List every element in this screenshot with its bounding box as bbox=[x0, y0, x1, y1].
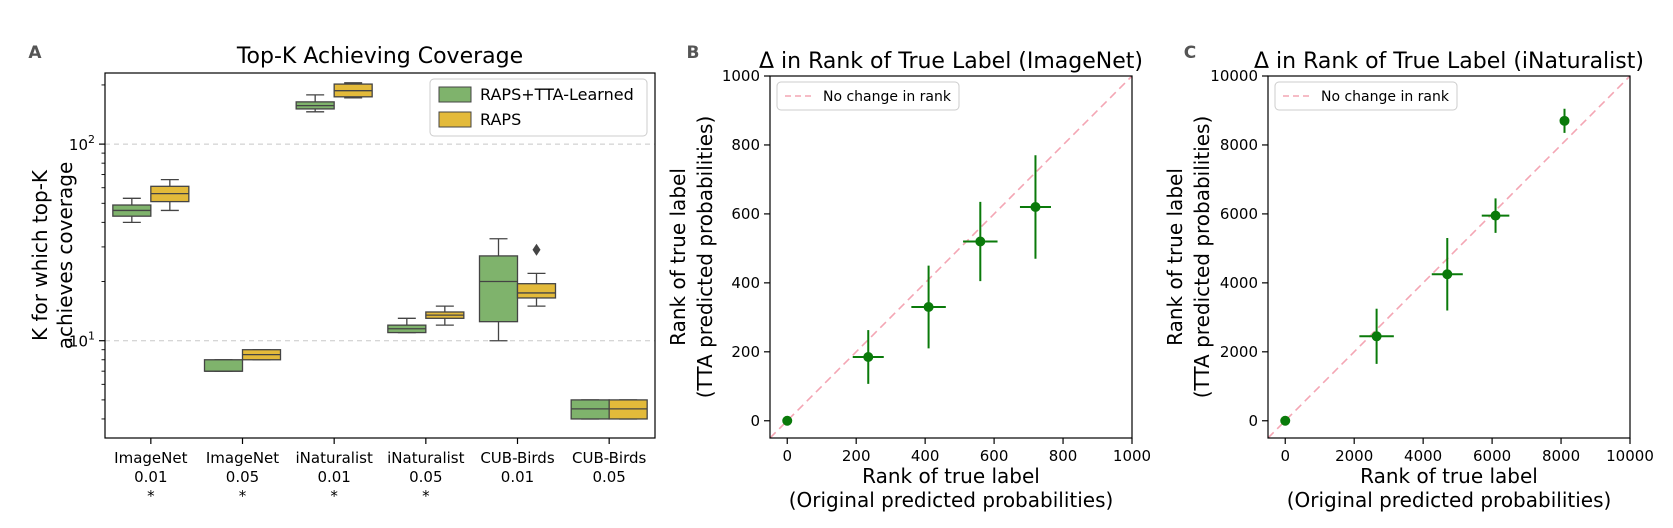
plot-frame-b bbox=[769, 75, 1133, 439]
x-tick-label: 2000 bbox=[1335, 447, 1373, 465]
legend-label: RAPS bbox=[480, 110, 521, 129]
y-tick-label: 10000 bbox=[1210, 67, 1258, 85]
y-tick-label: 400 bbox=[731, 274, 760, 292]
x-tick-dataset: CUB-Birds bbox=[480, 449, 555, 467]
y-tick-label: 0 bbox=[1248, 412, 1258, 430]
y-tick-label: 200 bbox=[731, 343, 760, 361]
data-point bbox=[782, 415, 793, 426]
y-axis-label-line1: Rank of true label bbox=[666, 168, 690, 346]
legend-box bbox=[776, 81, 960, 111]
x-axis-label-line2: (Original predicted probabilities) bbox=[1287, 488, 1612, 512]
x-tick-dataset: ImageNet bbox=[206, 449, 279, 467]
data-point bbox=[1559, 115, 1570, 126]
chart-title-a: Top-K Achieving Coverage bbox=[236, 44, 523, 69]
y-tick-label: 2000 bbox=[1220, 343, 1258, 361]
data-point bbox=[1442, 269, 1453, 280]
panel-letter-b: B bbox=[687, 43, 700, 63]
y-tick-exponent: 2 bbox=[88, 133, 95, 146]
outlier-marker bbox=[532, 243, 541, 256]
significance-marker: * bbox=[239, 487, 247, 505]
x-tick-alpha: 0.01 bbox=[134, 468, 167, 486]
data-point bbox=[1280, 415, 1291, 426]
plot-frame-a bbox=[104, 72, 656, 439]
legend-box bbox=[1274, 81, 1458, 111]
y-axis-label-line1: K for which top-K bbox=[28, 169, 52, 341]
y-tick-label: 102 bbox=[69, 133, 95, 154]
x-tick-label: 6000 bbox=[1473, 447, 1511, 465]
y-tick-label: 600 bbox=[731, 205, 760, 223]
y-axis-label-line2: (TTA predicted probabilities) bbox=[1190, 116, 1214, 399]
legend-label: No change in rank bbox=[1321, 89, 1450, 105]
legend-label: RAPS+TTA-Learned bbox=[480, 85, 634, 104]
y-tick-label: 8000 bbox=[1220, 136, 1258, 154]
x-tick-label: 600 bbox=[980, 447, 1009, 465]
x-tick-dataset: CUB-Birds bbox=[572, 449, 647, 467]
x-tick-dataset: iNaturalist bbox=[295, 449, 372, 467]
x-tick-label: 800 bbox=[1049, 447, 1078, 465]
panel-letter-a: A bbox=[28, 43, 42, 63]
x-axis-label-line2: (Original predicted probabilities) bbox=[789, 488, 1114, 512]
x-tick-alpha: 0.05 bbox=[409, 468, 442, 486]
y-tick-label: 4000 bbox=[1220, 274, 1258, 292]
legend-box bbox=[429, 78, 648, 137]
significance-marker: * bbox=[147, 487, 155, 505]
chart-title-c: Δ in Rank of True Label (iNaturalist) bbox=[1254, 49, 1644, 74]
x-tick-alpha: 0.01 bbox=[317, 468, 350, 486]
x-tick-label: 1000 bbox=[1113, 447, 1151, 465]
panel-b: B Δ in Rank of True Label (ImageNet) 0 200 4… bbox=[666, 43, 1151, 512]
significance-marker: * bbox=[330, 487, 338, 505]
reference-line bbox=[769, 75, 1133, 439]
box-body bbox=[478, 255, 519, 323]
data-point bbox=[863, 351, 874, 362]
legend-label: No change in rank bbox=[823, 89, 952, 105]
y-axis-label-line2: (TTA predicted probabilities) bbox=[693, 116, 717, 399]
chart-title-b: Δ in Rank of True Label (ImageNet) bbox=[759, 49, 1143, 74]
x-tick-label: 0 bbox=[782, 447, 792, 465]
x-tick-label: 4000 bbox=[1404, 447, 1442, 465]
x-axis-label-line1: Rank of true label bbox=[1360, 464, 1538, 488]
y-tick-label: 800 bbox=[731, 136, 760, 154]
reference-line bbox=[1267, 75, 1631, 439]
x-tick-label: 0 bbox=[1280, 447, 1290, 465]
x-tick-label: 400 bbox=[911, 447, 940, 465]
y-tick-label: 1000 bbox=[722, 67, 760, 85]
data-point bbox=[975, 236, 986, 247]
x-tick-alpha: 0.05 bbox=[592, 468, 625, 486]
x-tick-alpha: 0.01 bbox=[501, 468, 534, 486]
y-axis-label-line2: achieves coverage bbox=[53, 162, 77, 350]
legend-swatch bbox=[438, 111, 472, 128]
x-tick-label: 10000 bbox=[1606, 447, 1654, 465]
x-axis-label-line1: Rank of true label bbox=[862, 464, 1040, 488]
data-point bbox=[1490, 210, 1501, 221]
data-point bbox=[923, 301, 934, 312]
y-tick-exponent: 1 bbox=[88, 330, 95, 343]
y-tick-label: 6000 bbox=[1220, 205, 1258, 223]
significance-marker: * bbox=[422, 487, 430, 505]
x-tick-dataset: iNaturalist bbox=[387, 449, 464, 467]
data-point bbox=[1030, 202, 1041, 213]
box-body bbox=[516, 283, 557, 299]
box-body bbox=[203, 359, 244, 372]
panel-c: C Δ in Rank of True Label (iNaturalist) 0 2… bbox=[1163, 43, 1654, 512]
plot-frame-c bbox=[1267, 75, 1631, 439]
y-axis-label-line1: Rank of true label bbox=[1163, 168, 1187, 346]
data-point bbox=[1371, 331, 1382, 342]
x-tick-label: 200 bbox=[842, 447, 871, 465]
x-tick-alpha: 0.05 bbox=[226, 468, 259, 486]
legend-swatch bbox=[438, 86, 472, 103]
panel-letter-c: C bbox=[1184, 43, 1196, 63]
x-tick-dataset: ImageNet bbox=[114, 449, 187, 467]
y-tick-label: 0 bbox=[750, 412, 760, 430]
x-tick-label: 8000 bbox=[1542, 447, 1580, 465]
